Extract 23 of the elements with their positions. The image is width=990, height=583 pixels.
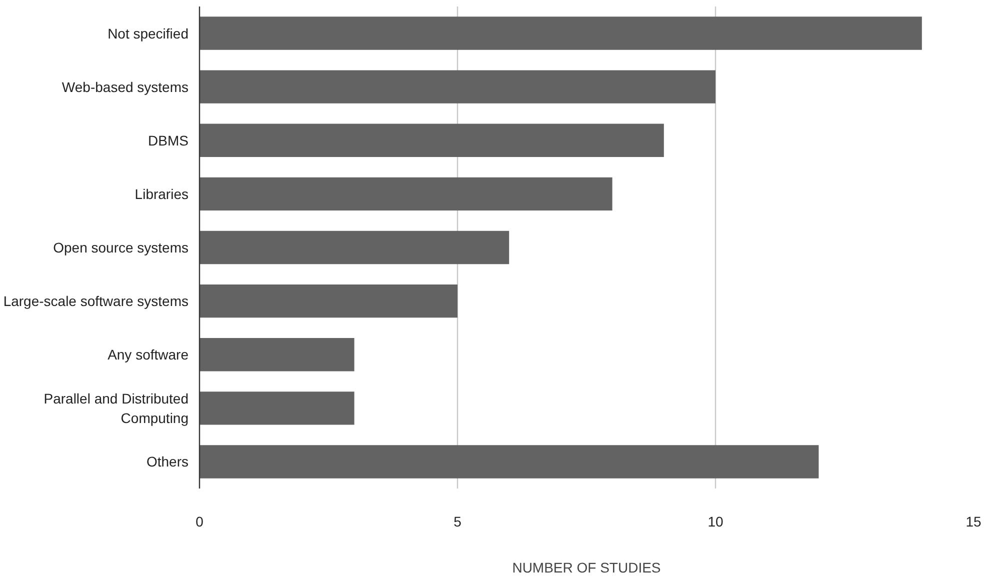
y-tick-label: Web-based systems	[62, 78, 189, 95]
y-tick-label: DBMS	[148, 132, 189, 148]
x-axis-title: NUMBER OF STUDIES	[512, 560, 661, 576]
y-tick-label: Open source systems	[53, 240, 189, 256]
x-tick-label: 10	[708, 514, 724, 530]
bar	[200, 124, 664, 157]
bar	[200, 284, 458, 318]
bar	[200, 16, 922, 50]
bar	[200, 177, 612, 211]
bar	[200, 392, 354, 425]
bar	[200, 70, 716, 104]
bar	[200, 230, 510, 264]
y-tick-label: Others	[146, 454, 188, 470]
y-tick-label: Large-scale software systems	[3, 293, 189, 310]
x-tick-label: 15	[966, 514, 982, 530]
y-tick-label: Libraries	[134, 186, 189, 202]
x-tick-label: 0	[196, 514, 204, 530]
y-tick-label: Not specified	[108, 25, 189, 42]
bar	[200, 445, 819, 478]
y-tick-label: Any software	[108, 346, 189, 363]
x-tick-label: 5	[454, 514, 462, 530]
bar	[200, 338, 354, 372]
y-tick-label: Parallel and Distributed Computing	[44, 390, 189, 426]
